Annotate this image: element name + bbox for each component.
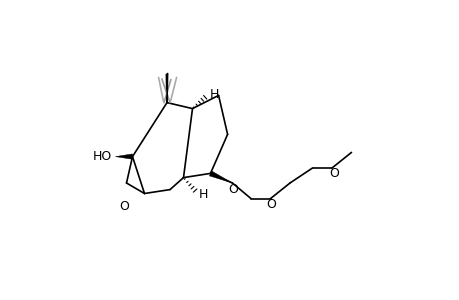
Text: O: O <box>266 198 276 211</box>
Text: O: O <box>329 167 339 180</box>
Text: O: O <box>119 200 129 214</box>
Text: H: H <box>198 188 208 201</box>
Polygon shape <box>115 154 132 159</box>
Polygon shape <box>209 171 232 183</box>
Text: HO: HO <box>93 150 112 163</box>
Text: O: O <box>228 183 237 196</box>
Text: H: H <box>209 88 218 101</box>
